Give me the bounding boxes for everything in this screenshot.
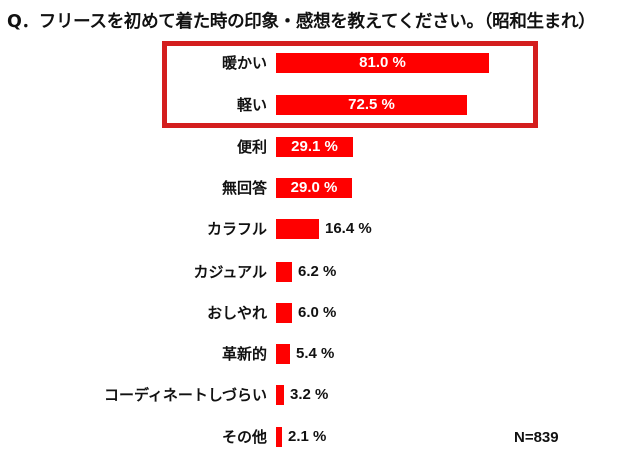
bar (276, 53, 489, 73)
value-label: 5.4 % (296, 345, 335, 362)
bar (276, 385, 284, 405)
value-label: 3.2 % (290, 386, 329, 403)
bar-row: 革新的 5.4 % (0, 344, 632, 364)
category-label: カジュアル (193, 263, 267, 281)
bar (276, 95, 467, 115)
bar-row: 便利 29.1 % (0, 137, 632, 157)
category-label: 便利 (236, 138, 267, 156)
bar (276, 262, 292, 282)
bar-row: 無回答 29.0 % (0, 178, 632, 198)
value-label: 6.0 % (298, 304, 337, 321)
value-label: 2.1 % (288, 428, 327, 445)
value-label: 81.0 % (359, 54, 406, 71)
bar-row: その他 2.1 % (0, 427, 632, 447)
bar (276, 137, 353, 157)
category-label: 無回答 (221, 179, 267, 197)
category-label: 暖かい (221, 54, 267, 72)
bar-row: 暖かい 81.0 % (0, 53, 632, 73)
highlight-box (162, 41, 538, 128)
bar (276, 427, 282, 447)
category-label: カラフル (206, 220, 267, 238)
category-label: 革新的 (221, 345, 267, 363)
category-label: その他 (221, 428, 267, 446)
value-label: 29.1 % (291, 138, 338, 155)
bar (276, 219, 319, 239)
bar-row: おしやれ 6.0 % (0, 303, 632, 323)
bar-row: カラフル 16.4 % (0, 219, 632, 239)
category-label: コーディネートしづらい (103, 386, 267, 404)
bar (276, 303, 292, 323)
bar (276, 344, 290, 364)
sample-size-label: N=839 (514, 429, 559, 446)
value-label: 72.5 % (348, 96, 395, 113)
chart-title: Q．フリースを初めて着た時の印象・感想を教えてください。（昭和生まれ） (7, 12, 596, 32)
bar-row: コーディネートしづらい 3.2 % (0, 385, 632, 405)
bar-row: カジュアル 6.2 % (0, 262, 632, 282)
category-label: おしやれ (207, 304, 267, 322)
value-label: 29.0 % (290, 179, 338, 196)
value-label: 16.4 % (325, 220, 372, 237)
category-label: 軽い (236, 96, 267, 114)
value-label: 6.2 % (298, 263, 337, 280)
bar (276, 178, 352, 198)
bar-row: 軽い 72.5 % (0, 95, 632, 115)
